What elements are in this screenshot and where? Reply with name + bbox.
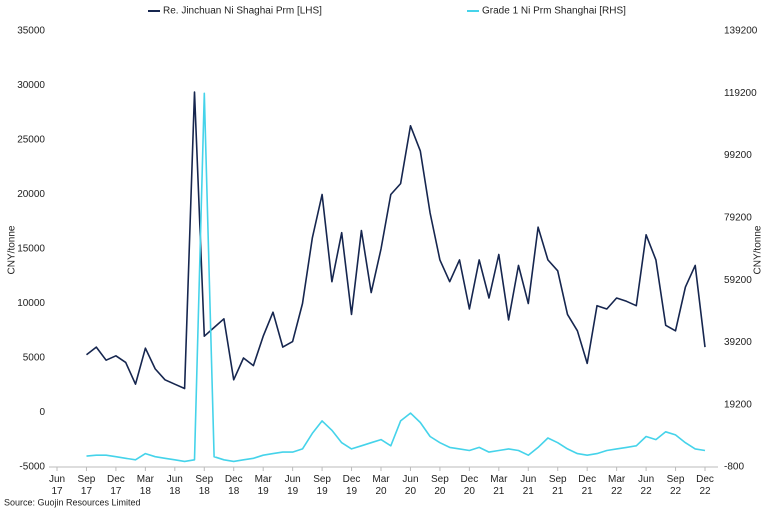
y-tick-label: -5000 <box>19 462 45 473</box>
x-tick-label: Jun 22 <box>638 474 654 497</box>
y-tick-label: 0 <box>39 407 45 418</box>
x-tick-label: Jun 21 <box>520 474 536 497</box>
y2-tick-label: 119200 <box>724 88 757 99</box>
x-tick-label: Dec 21 <box>578 474 596 497</box>
y-tick-label: 20000 <box>17 189 45 200</box>
source-note: Source: Guojin Resources Limited <box>4 497 141 507</box>
x-tick-label: Sep 17 <box>78 474 96 497</box>
x-tick-label: Dec 18 <box>225 474 243 497</box>
y2-tick-label: 39200 <box>724 337 752 348</box>
series-line <box>86 92 706 463</box>
legend-label: Grade 1 Ni Prm Shanghai [RHS] <box>482 6 626 17</box>
x-tick-label: Mar 18 <box>137 474 155 497</box>
y2-tick-label: 139200 <box>724 26 758 37</box>
legend-label: Re. Jinchuan Ni Shaghai Prm [LHS] <box>163 6 322 17</box>
y2-tick-label: 99200 <box>724 150 752 161</box>
series-line <box>86 91 706 390</box>
x-tick-label: Dec 19 <box>343 474 361 497</box>
y2-tick-label: -800 <box>724 462 744 473</box>
x-tick-label: Sep 18 <box>195 474 213 497</box>
x-tick-label: Jun 18 <box>167 474 183 497</box>
x-tick-label: Sep 20 <box>431 474 449 497</box>
x-tick-label: Mar 22 <box>608 474 626 497</box>
y-tick-label: 25000 <box>17 135 45 146</box>
y-tick-label: 35000 <box>17 26 45 37</box>
x-tick-label: Jun 20 <box>402 474 418 497</box>
x-tick-label: Dec 20 <box>460 474 478 497</box>
x-tick-label: Mar 20 <box>372 474 390 497</box>
x-tick-label: Dec 17 <box>107 474 125 497</box>
y-tick-label: 5000 <box>23 353 46 364</box>
x-tick-label: Sep 19 <box>313 474 331 497</box>
x-tick-label: Mar 19 <box>255 474 273 497</box>
y2-tick-label: 19200 <box>724 399 752 410</box>
x-tick-label: Jun 17 <box>49 474 65 497</box>
x-tick-label: Sep 22 <box>667 474 685 497</box>
y-tick-label: 10000 <box>17 298 45 309</box>
y2-tick-label: 59200 <box>724 275 752 286</box>
y-axis-label: CNY/tonne <box>7 225 18 274</box>
x-tick-label: Mar 21 <box>490 474 508 497</box>
x-tick-label: Dec 22 <box>696 474 714 497</box>
x-tick-label: Jun 19 <box>285 474 301 497</box>
x-tick-label: Sep 21 <box>549 474 567 497</box>
y2-tick-label: 79200 <box>724 212 752 223</box>
y-tick-label: 15000 <box>17 244 45 255</box>
y-tick-label: 30000 <box>17 80 45 91</box>
y2-axis-label: CNY/tonne <box>753 225 764 274</box>
